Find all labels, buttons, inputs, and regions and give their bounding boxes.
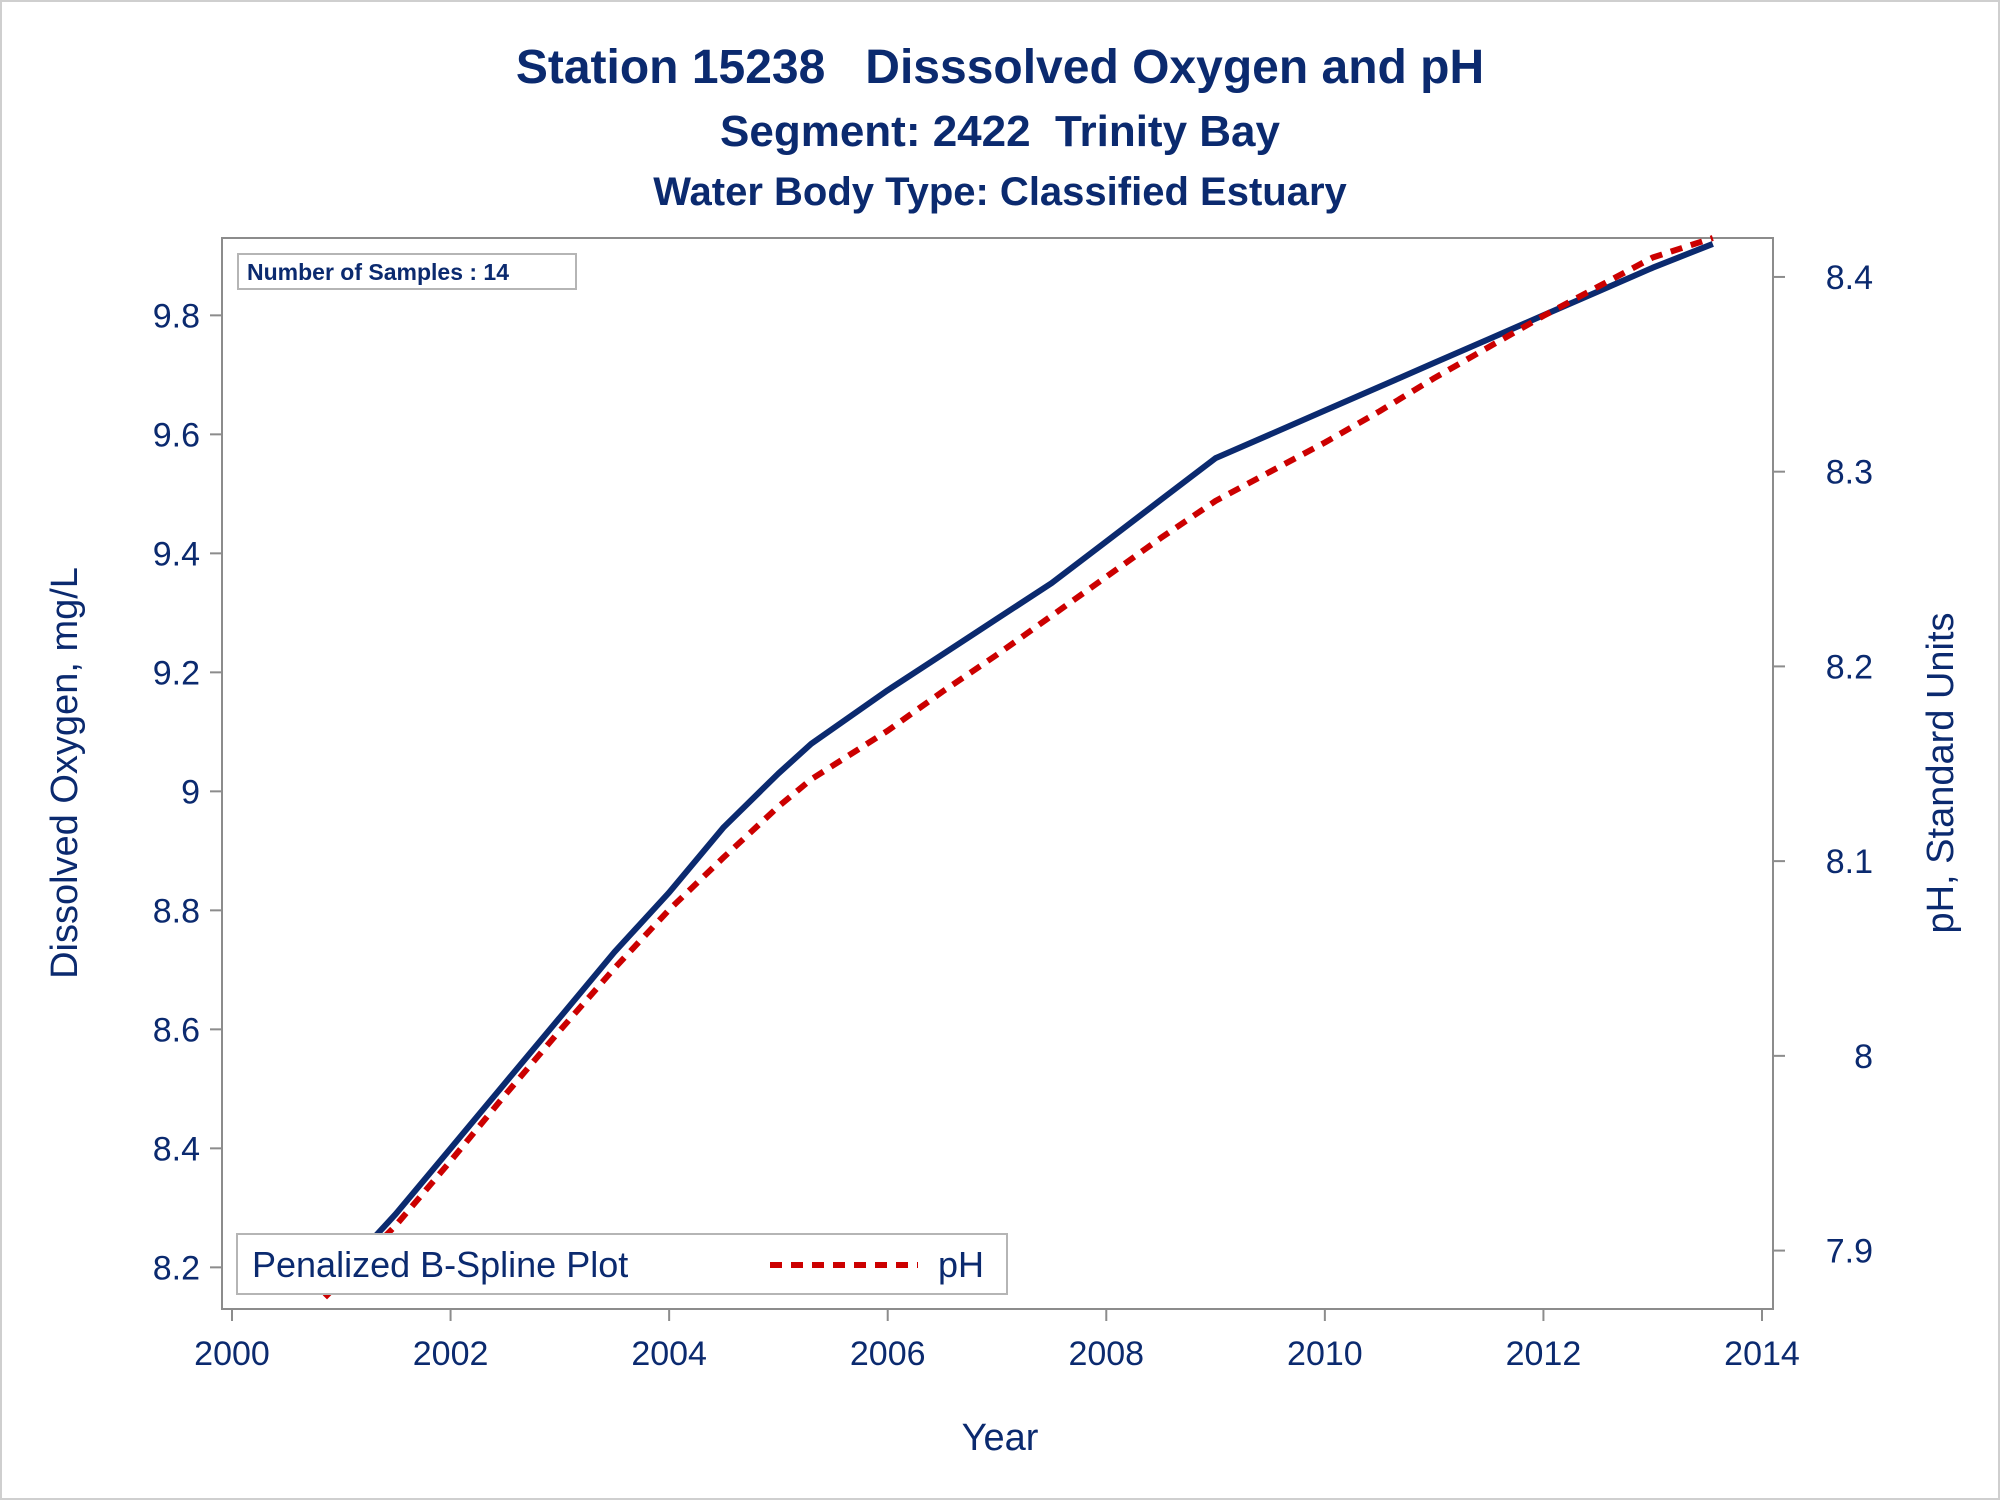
y-tick-label: 9.6	[153, 416, 200, 454]
x-tick-label: 2004	[631, 1335, 707, 1373]
y-tick-label: 9.4	[153, 535, 200, 573]
dissolved-oxygen-series-line	[322, 241, 1714, 1294]
y-tick-label: 9.8	[153, 297, 200, 335]
x-tick-label: 2012	[1506, 1335, 1582, 1373]
y-tick-label: 8.8	[153, 892, 200, 930]
plot-area	[221, 237, 1774, 1310]
x-tick-label: 2010	[1287, 1335, 1363, 1373]
chart-subtitle-2: Water Body Type: Classified Estuary	[653, 170, 1347, 214]
y2-tick-label: 8.3	[1826, 454, 1873, 492]
y-tick-label: 9.2	[153, 654, 200, 692]
series-layer	[322, 235, 1714, 1300]
inset-box	[237, 253, 577, 290]
y2-axis-label: pH, Standard Units	[1920, 612, 1962, 933]
y2-tick-label: 8.2	[1826, 648, 1873, 686]
x-axis-label: Year	[962, 1417, 1039, 1459]
legend-box	[236, 1233, 1008, 1295]
y-axis-label: Dissolved Oxygen, mg/L	[44, 567, 86, 979]
x-tick-label: 2002	[413, 1335, 489, 1373]
x-tick-label: 2006	[850, 1335, 926, 1373]
y2-tick-label: 8.4	[1826, 259, 1873, 297]
ticks-layer: 2000 2002 2004 2006 2008 2010 2012 2014 8.2 8.4 8.…	[153, 259, 1873, 1373]
y-tick-label: 9	[181, 773, 200, 811]
x-tick-label: 2000	[194, 1335, 270, 1373]
chart-title: Station 15238 Disssolved Oxygen and pH	[516, 41, 1484, 94]
ph-series-line	[322, 235, 1714, 1300]
x-tick-label: 2008	[1068, 1335, 1144, 1373]
chart-subtitle: Segment: 2422 Trinity Bay	[720, 107, 1281, 156]
y2-tick-label: 8	[1854, 1038, 1873, 1076]
y2-tick-label: 8.1	[1826, 843, 1873, 881]
samples-inset: Number of Samples : 14	[247, 259, 509, 285]
y-tick-label: 8.4	[153, 1130, 200, 1168]
y-tick-label: 8.2	[153, 1249, 200, 1287]
y2-tick-label: 7.9	[1826, 1233, 1873, 1271]
legend-title: Penalized B-Spline Plot	[252, 1244, 628, 1285]
legend-label-ph: pH	[938, 1244, 984, 1285]
y-tick-label: 8.6	[153, 1011, 200, 1049]
x-tick-label: 2014	[1724, 1335, 1800, 1373]
